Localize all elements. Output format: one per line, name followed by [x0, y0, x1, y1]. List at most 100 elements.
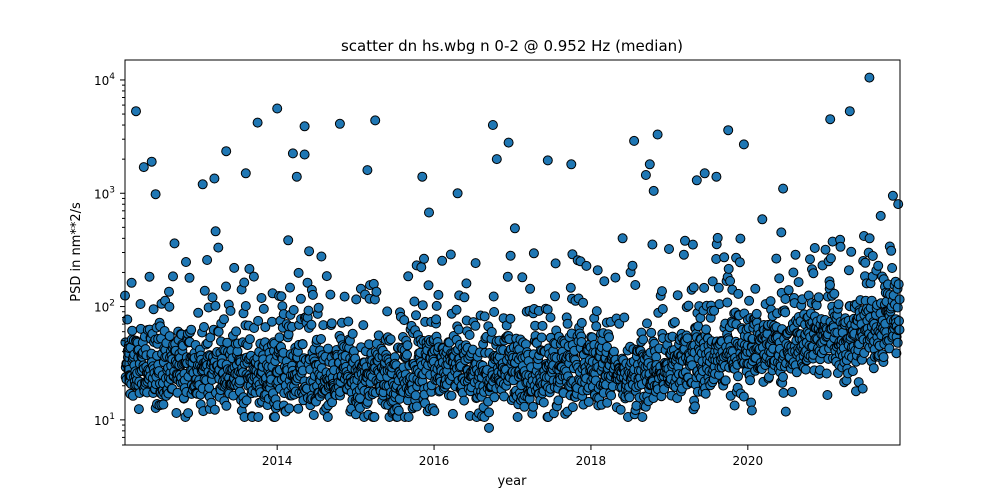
- data-point: [657, 304, 668, 314]
- data-point: [729, 400, 740, 411]
- data-point: [225, 305, 236, 316]
- data-point: [325, 289, 336, 300]
- data-point: [646, 327, 657, 338]
- data-point-outlier: [291, 171, 302, 182]
- data-point: [447, 408, 458, 419]
- data-point: [133, 404, 144, 415]
- data-point: [893, 279, 904, 290]
- data-point: [780, 294, 791, 304]
- data-point: [791, 367, 802, 378]
- data-point: [864, 233, 875, 244]
- data-point: [627, 260, 638, 271]
- data-point: [274, 332, 285, 343]
- data-point-outlier: [299, 149, 310, 160]
- data-point: [783, 285, 794, 296]
- data-point: [765, 296, 776, 307]
- data-point-outlier: [844, 106, 855, 117]
- x-axis: 2014 2016 2018 2020: [262, 445, 763, 468]
- data-point: [382, 306, 393, 317]
- data-point: [615, 404, 626, 415]
- data-point: [878, 352, 889, 363]
- x-tick-label: 2016: [419, 454, 450, 468]
- data-point-outlier: [252, 117, 263, 128]
- data-point-outlier: [652, 129, 663, 140]
- data-point: [624, 392, 635, 403]
- data-point: [207, 292, 218, 303]
- data-point: [373, 330, 384, 341]
- data-point: [599, 276, 610, 287]
- data-point-outlier: [503, 137, 514, 148]
- data-point: [711, 254, 722, 264]
- data-point: [780, 406, 791, 417]
- data-point: [288, 305, 299, 315]
- data-point: [787, 386, 798, 397]
- x-tick-label: 2018: [576, 454, 607, 468]
- data-point-outlier: [629, 135, 640, 146]
- data-point: [576, 317, 587, 328]
- data-point-outlier: [272, 103, 283, 114]
- data-point: [683, 300, 694, 311]
- data-point: [745, 375, 756, 386]
- data-point: [409, 296, 420, 307]
- data-point: [322, 412, 333, 422]
- y-tick-label: 102: [94, 299, 115, 315]
- data-point: [276, 291, 287, 302]
- data-point: [258, 303, 269, 314]
- data-point: [297, 339, 308, 350]
- data-point: [433, 289, 444, 300]
- data-point: [169, 238, 180, 249]
- data-point: [219, 314, 229, 325]
- data-point: [581, 260, 592, 271]
- data-point: [780, 307, 791, 318]
- data-point: [260, 322, 271, 333]
- x-tick-label: 2014: [262, 454, 293, 468]
- data-point: [308, 410, 319, 420]
- data-point-outlier: [417, 171, 428, 182]
- data-point: [567, 402, 578, 413]
- data-point: [347, 328, 358, 339]
- data-point: [122, 314, 133, 325]
- data-point: [751, 308, 762, 319]
- x-axis-label: year: [497, 474, 527, 489]
- data-point: [326, 318, 337, 329]
- data-point: [822, 390, 833, 400]
- data-point: [630, 280, 641, 290]
- data-point: [446, 390, 457, 401]
- data-point: [253, 412, 264, 422]
- data-point: [690, 401, 700, 412]
- data-point: [821, 368, 832, 379]
- data-point: [602, 341, 612, 352]
- data-point: [144, 271, 155, 282]
- data-point: [437, 255, 448, 266]
- data-point: [210, 300, 221, 311]
- data-point: [164, 301, 175, 312]
- data-point: [393, 405, 404, 416]
- data-point: [270, 412, 280, 422]
- data-point: [892, 302, 903, 313]
- data-point: [700, 388, 711, 399]
- data-point: [316, 334, 326, 344]
- data-point: [774, 273, 785, 284]
- data-point: [339, 291, 350, 302]
- data-point: [248, 271, 259, 282]
- data-point: [750, 283, 761, 294]
- data-point: [304, 246, 315, 257]
- data-point-outlier: [146, 156, 157, 167]
- data-point: [578, 297, 589, 308]
- data-point-outlier: [648, 185, 659, 196]
- data-point-outlier: [209, 173, 220, 184]
- data-point: [459, 395, 470, 406]
- data-point: [371, 286, 382, 297]
- data-point: [241, 395, 252, 406]
- data-point-outlier: [864, 72, 875, 83]
- data-point-outlier: [452, 188, 463, 199]
- data-point: [209, 404, 220, 415]
- data-point: [825, 253, 836, 264]
- data-point: [699, 282, 710, 293]
- data-point: [509, 223, 520, 234]
- data-point: [562, 318, 573, 329]
- data-point: [321, 271, 332, 282]
- data-point: [402, 340, 413, 351]
- data-point: [423, 280, 434, 291]
